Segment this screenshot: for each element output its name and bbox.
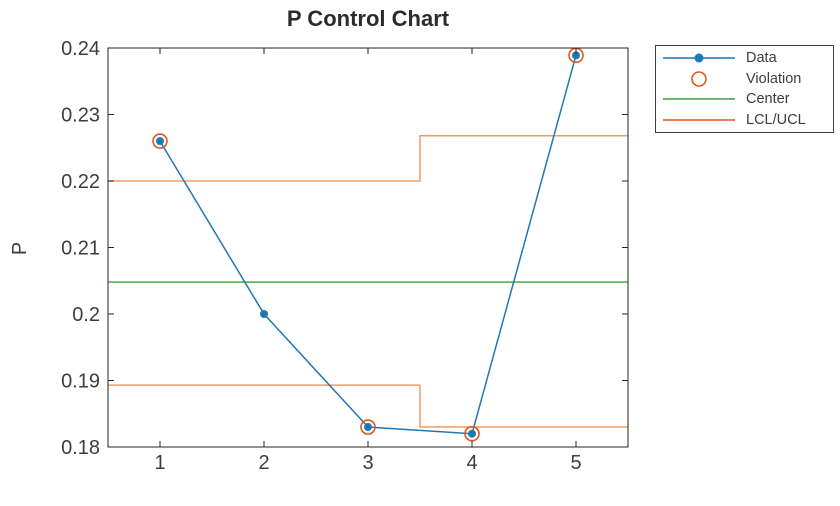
legend-item-data: Data (656, 48, 833, 68)
axis-box (107, 47, 629, 448)
violation-marker (152, 133, 168, 149)
legend-circle-sample (691, 70, 707, 87)
y-tick-label: 0.24 (61, 38, 100, 60)
y-tick-label: 0.21 (61, 238, 100, 260)
legend-swatch-open-markers (691, 70, 707, 87)
y-tick-label: 0.22 (61, 171, 100, 193)
x-tick-label: 1 (154, 452, 165, 474)
limit-line (108, 135, 628, 182)
data-point-marker (364, 423, 372, 432)
y-tick-label: 0.2 (72, 304, 100, 326)
legend-label: LCL/UCL (746, 111, 806, 128)
x-tick-label: 4 (466, 452, 477, 474)
data-point-marker (468, 429, 476, 438)
data-line (159, 55, 577, 435)
x-tick-label: 3 (362, 452, 373, 474)
legend-label: Violation (746, 70, 802, 87)
limit-line (108, 384, 628, 428)
legend: Data Violation Center LCL/UCL (655, 45, 834, 133)
y-tick-label: 0.19 (61, 371, 100, 393)
x-tick-label: 2 (258, 452, 269, 474)
legend-label: Center (746, 91, 790, 108)
legend-item-center: Center (656, 89, 833, 109)
violation-marker (360, 419, 376, 435)
legend-dot-sample (694, 53, 704, 63)
chart-title: P Control Chart (286, 6, 450, 31)
violation-marker (464, 425, 480, 442)
data-point-marker (260, 310, 268, 318)
y-tick-label: 0.23 (61, 105, 100, 127)
legend-item-violation: Violation (656, 69, 833, 89)
data-point-marker (156, 137, 164, 146)
y-tick-label: 0.18 (61, 437, 100, 459)
legend-swatch-line-markers (663, 53, 735, 63)
legend-item-lcl-ucl: LCL/UCL (656, 110, 833, 130)
x-tick-label: 5 (570, 452, 581, 474)
legend-swatch-line (663, 118, 735, 121)
legend-swatch-line (663, 98, 735, 100)
data-point-marker (572, 51, 580, 60)
legend-label: Data (746, 50, 777, 67)
